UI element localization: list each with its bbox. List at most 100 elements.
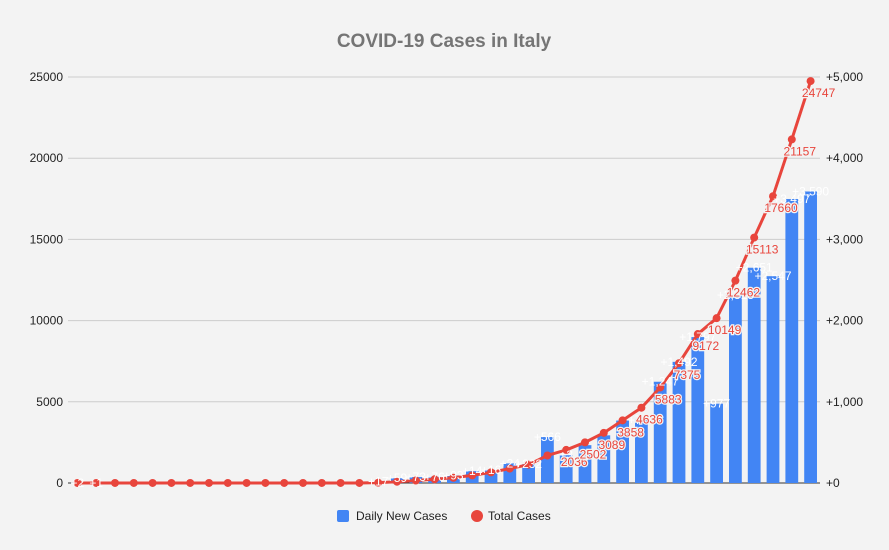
left-tick-label: 15000 — [30, 232, 64, 246]
bar — [747, 267, 761, 483]
bar — [522, 464, 535, 483]
total-cases-point — [599, 428, 608, 437]
left-tick-label: 5000 — [36, 395, 63, 409]
total-cases-point — [374, 478, 383, 487]
total-cases-point — [411, 476, 420, 485]
right-tick-label: +1,000 — [826, 395, 863, 409]
bar-label: +3 — [559, 448, 573, 462]
left-tick-label: 25000 — [30, 70, 64, 84]
total-cases-label: 3089 — [598, 438, 625, 452]
total-cases-point — [618, 416, 627, 425]
total-cases-point — [336, 478, 345, 487]
gridlines — [68, 76, 820, 484]
total-cases-point — [769, 192, 777, 201]
bar-label: +76 — [424, 470, 445, 484]
total-cases-point — [393, 477, 401, 486]
total-cases-point — [562, 445, 571, 454]
left-tick-label: 20000 — [30, 151, 64, 165]
total-cases-point — [205, 478, 213, 487]
total-cases-point — [468, 471, 477, 480]
bar-label: +93 — [443, 468, 464, 482]
bar-label: +16 — [481, 463, 502, 477]
total-cases-point — [73, 478, 82, 487]
bar — [597, 435, 611, 483]
total-cases-point — [731, 276, 740, 285]
total-cases-label: 7375 — [674, 368, 701, 382]
legend-label-daily: Daily New Cases — [356, 509, 447, 523]
total-cases-series-line — [77, 80, 813, 485]
total-cases-point — [129, 478, 138, 487]
right-tick-label: +2,000 — [826, 314, 863, 328]
bar-label: +1,247 — [642, 375, 679, 389]
bar-label: +2,547 — [754, 269, 791, 283]
total-cases-point — [242, 478, 251, 487]
total-cases-point — [167, 478, 176, 487]
total-cases-point — [675, 359, 683, 368]
total-cases-point — [261, 478, 270, 487]
bar — [541, 437, 554, 483]
total-cases-point — [280, 478, 289, 487]
total-cases-label: 12462 — [727, 286, 761, 300]
total-cases-point — [186, 478, 195, 487]
bar — [785, 199, 799, 484]
bar-label: +3,590 — [792, 184, 829, 198]
total-cases-point — [581, 438, 589, 447]
bar-label: +59 — [387, 471, 408, 485]
bar-label: +73 — [406, 470, 427, 484]
bar-label: +2,313 — [717, 288, 754, 302]
total-cases-point — [524, 460, 533, 469]
total-cases-point — [637, 403, 646, 412]
total-cases-point — [223, 478, 232, 487]
total-cases-point — [505, 464, 514, 473]
bar-label: +17 — [368, 475, 389, 489]
bar — [578, 445, 592, 483]
total-cases-label: 17660 — [764, 201, 798, 215]
bar-label: +1 — [89, 476, 103, 490]
total-cases-point — [430, 475, 439, 484]
bar-label: +566 — [534, 430, 561, 444]
total-cases-label: 4636 — [636, 413, 663, 427]
total-cases-point — [712, 314, 721, 323]
total-cases-label: 9172 — [692, 339, 719, 353]
bar — [729, 295, 742, 483]
bar-label: +3,497 — [773, 192, 810, 206]
bar-label: +24 — [500, 456, 521, 470]
daily-new-cases-bars — [71, 191, 817, 484]
total-cases-label: 24747 — [802, 86, 836, 100]
legend-label-total: Total Cases — [488, 509, 551, 523]
total-cases-point — [787, 135, 796, 144]
bar — [672, 361, 686, 483]
left-axis: 0 5000 10000 15000 20000 25000 — [30, 70, 64, 490]
left-tick-label: 0 — [56, 476, 63, 490]
total-cases-point — [449, 473, 458, 482]
bar — [616, 420, 629, 483]
total-cases-point — [299, 478, 307, 487]
bar-label: +977 — [703, 397, 730, 411]
total-cases-label: 2502 — [580, 447, 607, 461]
bar-label: +2,651 — [736, 261, 773, 275]
total-cases-point — [148, 478, 157, 487]
right-tick-label: +5,000 — [826, 70, 863, 84]
total-cases-label: 3858 — [617, 425, 644, 439]
total-cases-point — [317, 478, 326, 487]
bar — [766, 276, 780, 483]
total-cases-point — [111, 478, 119, 487]
chart-title: COVID-19 Cases in Italy — [337, 31, 552, 52]
daily-new-cases-labels: +2 +1 +17+59+73+76+93+14+16+24+232 +566 +3 +7… — [71, 184, 830, 489]
bar-label: +232 — [515, 457, 542, 471]
legend-swatch-daily — [337, 510, 349, 522]
total-cases-point — [355, 478, 364, 487]
bar-label: +2 — [71, 476, 85, 490]
bar — [710, 403, 723, 483]
total-cases-label: 21157 — [784, 144, 817, 158]
bar — [804, 191, 817, 483]
right-tick-label: +3,000 — [826, 232, 863, 246]
bar-label: +14 — [462, 464, 483, 478]
right-tick-label: +4,000 — [826, 151, 863, 165]
total-cases-point — [693, 330, 702, 339]
legend-swatch-total — [471, 510, 483, 522]
bar-label: +1,492 — [660, 355, 697, 369]
total-cases-label: 5883 — [655, 392, 682, 406]
